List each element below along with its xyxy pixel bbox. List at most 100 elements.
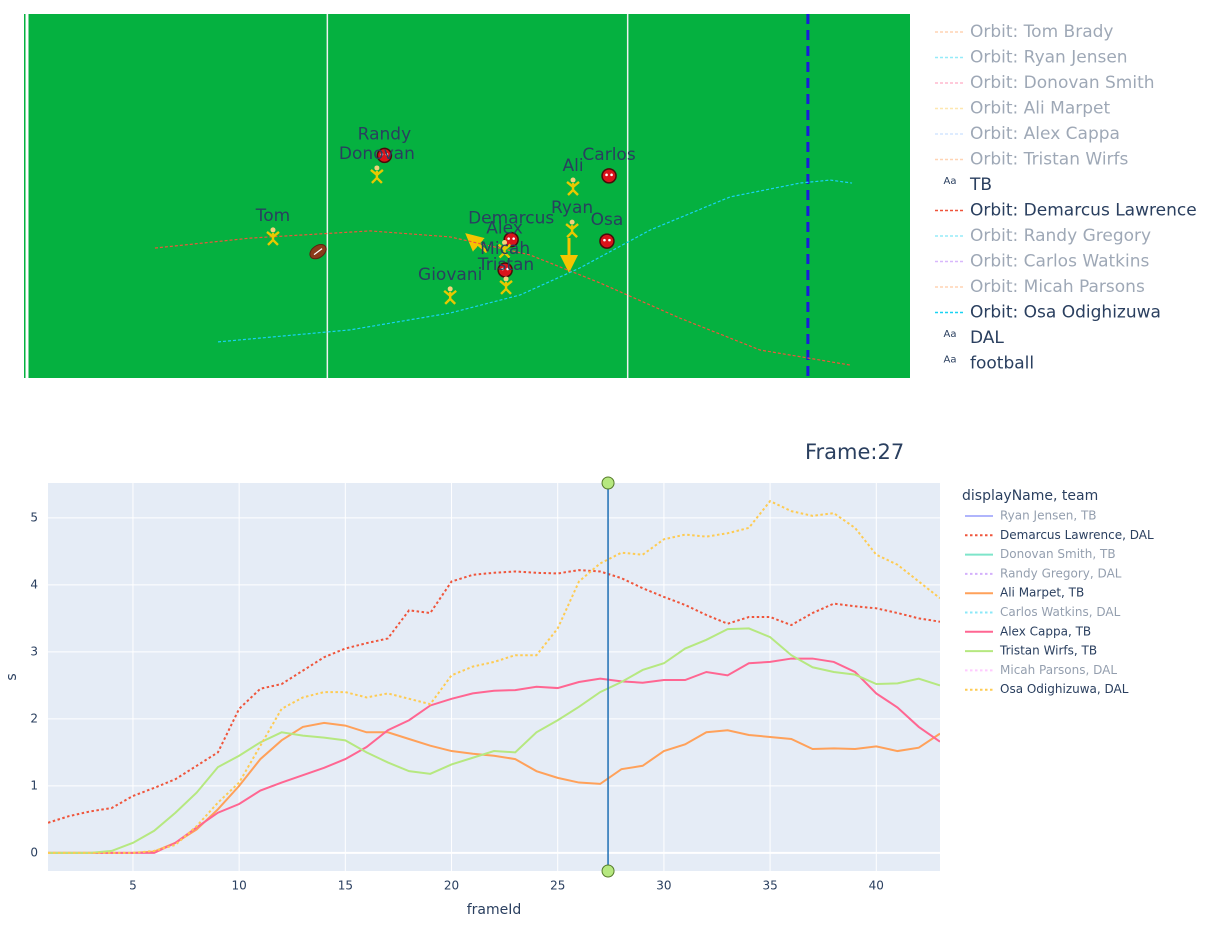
player-label: Ryan [551,198,593,218]
marker-head [270,227,276,233]
legend-label: Orbit: Donovan Smith [970,73,1155,93]
marker-eye [506,267,509,271]
marker-head [374,165,380,171]
marker-eye [385,153,389,156]
player-marker [497,243,512,259]
player-label: Tristan [477,255,534,275]
player-marker [565,223,579,238]
legend-label: Orbit: Randy Gregory [970,226,1151,246]
legend-title: displayName, team [962,488,1098,504]
velocity-arrow [465,233,488,254]
legend-label: Osa Odighizuwa, DAL [1000,682,1129,696]
marker-eye [605,173,608,177]
legend-label: Orbit: Micah Parsons [970,277,1145,297]
player-marker [566,181,580,196]
x-axis-label: frameId [467,902,522,918]
series-line [48,569,940,824]
x-tick-label: 5 [129,879,137,893]
y-tick-label: 5 [30,510,38,524]
lines [48,499,940,854]
x-tick-label: 20 [444,879,459,893]
y-axis-label: s [4,673,20,680]
marker-eye [608,238,611,242]
y-tick-label: 0 [30,845,38,859]
football-lace [313,248,323,256]
frame-handle [601,476,615,490]
y-tick-label: 2 [30,711,38,725]
marker-eye [610,173,613,177]
marker-eye [603,238,606,242]
legend-label: Orbit: Demarcus Lawrence [970,201,1197,221]
legend-label: Orbit: Carlos Watkins [970,252,1149,272]
chart-title: Frame:27 [805,440,904,464]
legend-label: TB [969,175,992,195]
marker-head [570,177,576,183]
x-tick-label: 10 [232,879,247,893]
field [24,14,910,378]
x-tick-label: 15 [338,879,353,893]
player-label: Carlos [582,145,635,165]
marker-eye [501,267,504,271]
player-marker [601,168,617,184]
player-label: Giovani [418,265,482,285]
legend-label: Demarcus Lawrence, DAL [1000,528,1154,542]
y-tick-label: 3 [30,644,38,658]
player-marker [499,280,513,295]
player-label: Alex [486,219,523,239]
player-label: Demarcus [468,209,554,229]
player-label: Ali [562,156,583,176]
marker-head [503,276,509,282]
legend-label: Tristan Wirfs, TB [999,644,1097,658]
legend-icon: Aa [944,329,957,340]
marker-head [502,240,508,246]
legend-icon: Aa [944,355,957,366]
orbit-line [154,230,851,366]
marker-eye [380,153,384,156]
player-label: Tom [255,206,290,226]
legend-label: Carlos Watkins, DAL [1000,605,1121,619]
y-tick-label: 1 [30,778,38,792]
legend-label: Orbit: Tom Brady [970,22,1113,42]
legend-label: DAL [970,328,1004,348]
legend-label: Alex Cappa, TB [1000,624,1091,638]
series-line [48,721,940,854]
marker-eye [512,237,515,240]
x-tick-label: 40 [869,879,884,893]
series-line [48,499,940,854]
legend-label: Orbit: Tristan Wirfs [970,150,1129,170]
player-marker [370,169,384,184]
player-marker [376,147,393,164]
x-tick-label: 25 [550,879,565,893]
legend-label: Randy Gregory, DAL [1000,566,1122,580]
legend-label: Orbit: Alex Cappa [970,124,1120,144]
player-label: Osa [591,210,624,230]
legend-label: Orbit: Osa Odighizuwa [970,303,1161,323]
series-line [48,627,940,854]
legend-icon: Aa [944,176,957,187]
marker-head [569,219,575,225]
player-marker [503,231,519,248]
player-label: Donovan [339,144,415,164]
player-marker [599,233,615,249]
x-tick-label: 30 [656,879,671,893]
frame-handle [601,864,615,878]
legend-label: Micah Parsons, DAL [1000,663,1117,677]
orbit-line [217,179,853,343]
legend-label: Ali Marpet, TB [1000,586,1084,600]
legend-label: Donovan Smith, TB [1000,547,1116,561]
series-line [48,657,940,854]
legend-label: football [970,354,1034,374]
player-label: Randy [358,124,411,144]
marker-eye [507,237,510,240]
legend-label: Orbit: Ryan Jensen [970,48,1128,68]
plot-area [48,483,940,871]
y-tick-label: 4 [30,577,38,591]
marker-head [447,286,453,292]
player-marker [443,289,457,305]
player-marker [266,230,280,246]
x-tick-label: 35 [762,879,777,893]
legend-label: Orbit: Ali Marpet [970,99,1110,119]
legend-label: Ryan Jensen, TB [1000,509,1097,523]
player-label: Micah [480,239,530,259]
